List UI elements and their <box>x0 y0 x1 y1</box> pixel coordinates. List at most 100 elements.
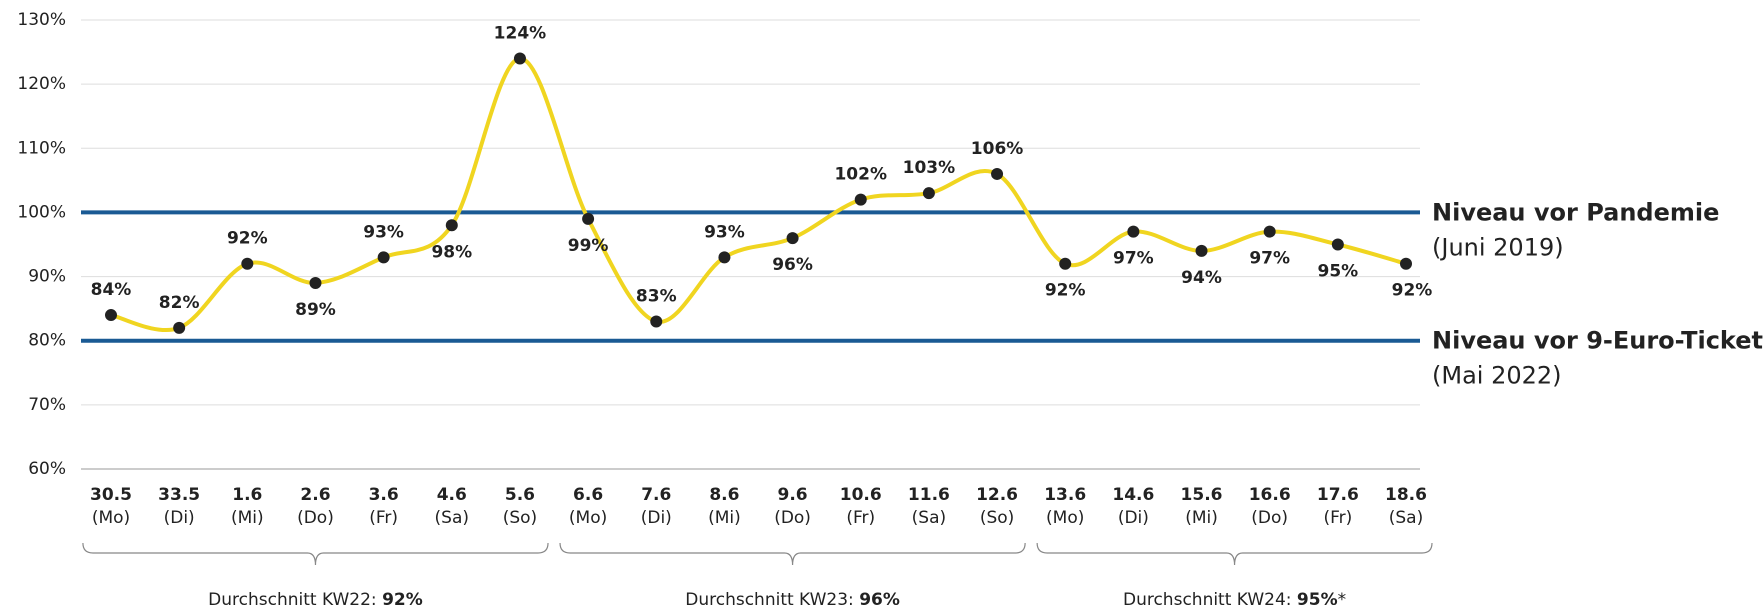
y-tick-label: 60% <box>28 459 66 479</box>
x-tick-label: 1.6 <box>232 485 262 505</box>
data-point <box>1127 225 1140 238</box>
data-point <box>377 251 390 264</box>
average-label: Durchschnitt KW22: 92% <box>208 590 423 610</box>
data-point <box>309 276 322 289</box>
data-point <box>105 309 117 322</box>
average-label: Durchschnitt KW23: 96% <box>685 590 900 610</box>
data-label: 97% <box>1249 249 1290 269</box>
x-tick-sublabel: (Di) <box>1118 508 1149 528</box>
x-tick-label: 33.5 <box>158 485 200 505</box>
data-label: 124% <box>494 23 547 43</box>
x-tick-label: 18.6 <box>1385 485 1427 505</box>
data-label: 93% <box>363 222 404 242</box>
data-point <box>854 193 867 206</box>
x-tick-label: 5.6 <box>505 485 535 505</box>
data-label: 106% <box>971 139 1024 159</box>
data-point <box>991 167 1004 180</box>
x-tick-sublabel: (Mo) <box>1046 508 1084 528</box>
reference-sublabel: (Juni 2019) <box>1432 233 1564 261</box>
average-label: Durchschnitt KW24: 95%* <box>1123 590 1346 610</box>
data-label: 95% <box>1317 262 1358 282</box>
data-label: 82% <box>159 293 200 313</box>
x-tick-sublabel: (Mo) <box>569 508 607 528</box>
x-tick-label: 8.6 <box>709 485 739 505</box>
brace <box>82 542 549 566</box>
x-tick-sublabel: (Mi) <box>1185 508 1218 528</box>
data-label: 102% <box>834 165 887 185</box>
data-label: 98% <box>431 242 472 262</box>
y-tick-label: 70% <box>28 395 66 415</box>
x-tick-sublabel: (Do) <box>1251 508 1288 528</box>
data-label: 84% <box>91 280 132 300</box>
x-tick-label: 6.6 <box>573 485 603 505</box>
x-tick-sublabel: (Do) <box>774 508 811 528</box>
y-tick-label: 80% <box>28 331 66 351</box>
x-tick-label: 12.6 <box>976 485 1018 505</box>
x-tick-sublabel: (Di) <box>641 508 672 528</box>
data-label: 92% <box>1392 281 1433 301</box>
x-tick-label: 2.6 <box>300 485 330 505</box>
average-text: Durchschnitt KW23: <box>685 590 854 610</box>
x-tick-sublabel: (So) <box>503 508 537 528</box>
data-label: 97% <box>1113 249 1154 269</box>
x-tick-label: 10.6 <box>840 485 882 505</box>
brace <box>559 542 1026 566</box>
y-tick-label: 130% <box>17 10 66 30</box>
y-tick-label: 120% <box>17 74 66 94</box>
data-label: 94% <box>1181 268 1222 288</box>
reference-label: Niveau vor 9-Euro-Ticket <box>1432 327 1763 355</box>
x-tick-sublabel: (Sa) <box>912 508 946 528</box>
data-point <box>922 187 935 200</box>
data-point <box>445 219 458 232</box>
x-tick-label: 9.6 <box>778 485 808 505</box>
brace <box>1036 542 1433 566</box>
x-tick-label: 17.6 <box>1317 485 1359 505</box>
data-point <box>1331 238 1344 251</box>
data-point <box>1263 225 1276 238</box>
x-tick-label: 16.6 <box>1249 485 1291 505</box>
x-tick-sublabel: (Do) <box>297 508 334 528</box>
x-tick-sublabel: (Mo) <box>92 508 130 528</box>
x-tick-label: 4.6 <box>437 485 467 505</box>
data-point <box>241 257 254 270</box>
average-text: Durchschnitt KW24: <box>1123 590 1292 610</box>
data-label: 99% <box>568 236 609 256</box>
data-label: 93% <box>704 222 745 242</box>
x-tick-label: 11.6 <box>908 485 950 505</box>
data-label: 89% <box>295 300 336 320</box>
data-point <box>650 315 663 328</box>
average-text: Durchschnitt KW22: <box>208 590 377 610</box>
data-label: 92% <box>1045 281 1086 301</box>
x-tick-sublabel: (Mi) <box>708 508 741 528</box>
x-tick-sublabel: (Di) <box>164 508 195 528</box>
data-label: 92% <box>227 229 268 249</box>
x-tick-label: 14.6 <box>1112 485 1154 505</box>
average-note: * <box>1338 590 1347 610</box>
data-point <box>1195 244 1208 257</box>
data-point <box>786 232 799 245</box>
x-tick-label: 3.6 <box>369 485 399 505</box>
data-point <box>1059 257 1072 270</box>
data-point <box>1400 257 1412 270</box>
y-tick-label: 90% <box>28 267 66 287</box>
data-label: 83% <box>636 286 677 306</box>
x-tick-sublabel: (Fr) <box>1323 508 1352 528</box>
data-label: 96% <box>772 255 813 275</box>
x-tick-sublabel: (Fr) <box>369 508 398 528</box>
x-tick-label: 13.6 <box>1044 485 1086 505</box>
average-value: 95% <box>1297 590 1338 610</box>
data-point <box>582 212 595 225</box>
x-tick-sublabel: (So) <box>980 508 1014 528</box>
data-label: 103% <box>903 158 956 178</box>
data-point <box>718 251 731 264</box>
y-tick-label: 110% <box>17 138 66 158</box>
reference-sublabel: (Mai 2022) <box>1432 362 1562 390</box>
data-point <box>173 321 186 334</box>
y-tick-label: 100% <box>17 202 66 222</box>
x-tick-sublabel: (Sa) <box>435 508 469 528</box>
x-tick-label: 30.5 <box>90 485 132 505</box>
average-value: 92% <box>382 590 423 610</box>
data-point <box>513 52 526 65</box>
data-line <box>110 56 1407 332</box>
